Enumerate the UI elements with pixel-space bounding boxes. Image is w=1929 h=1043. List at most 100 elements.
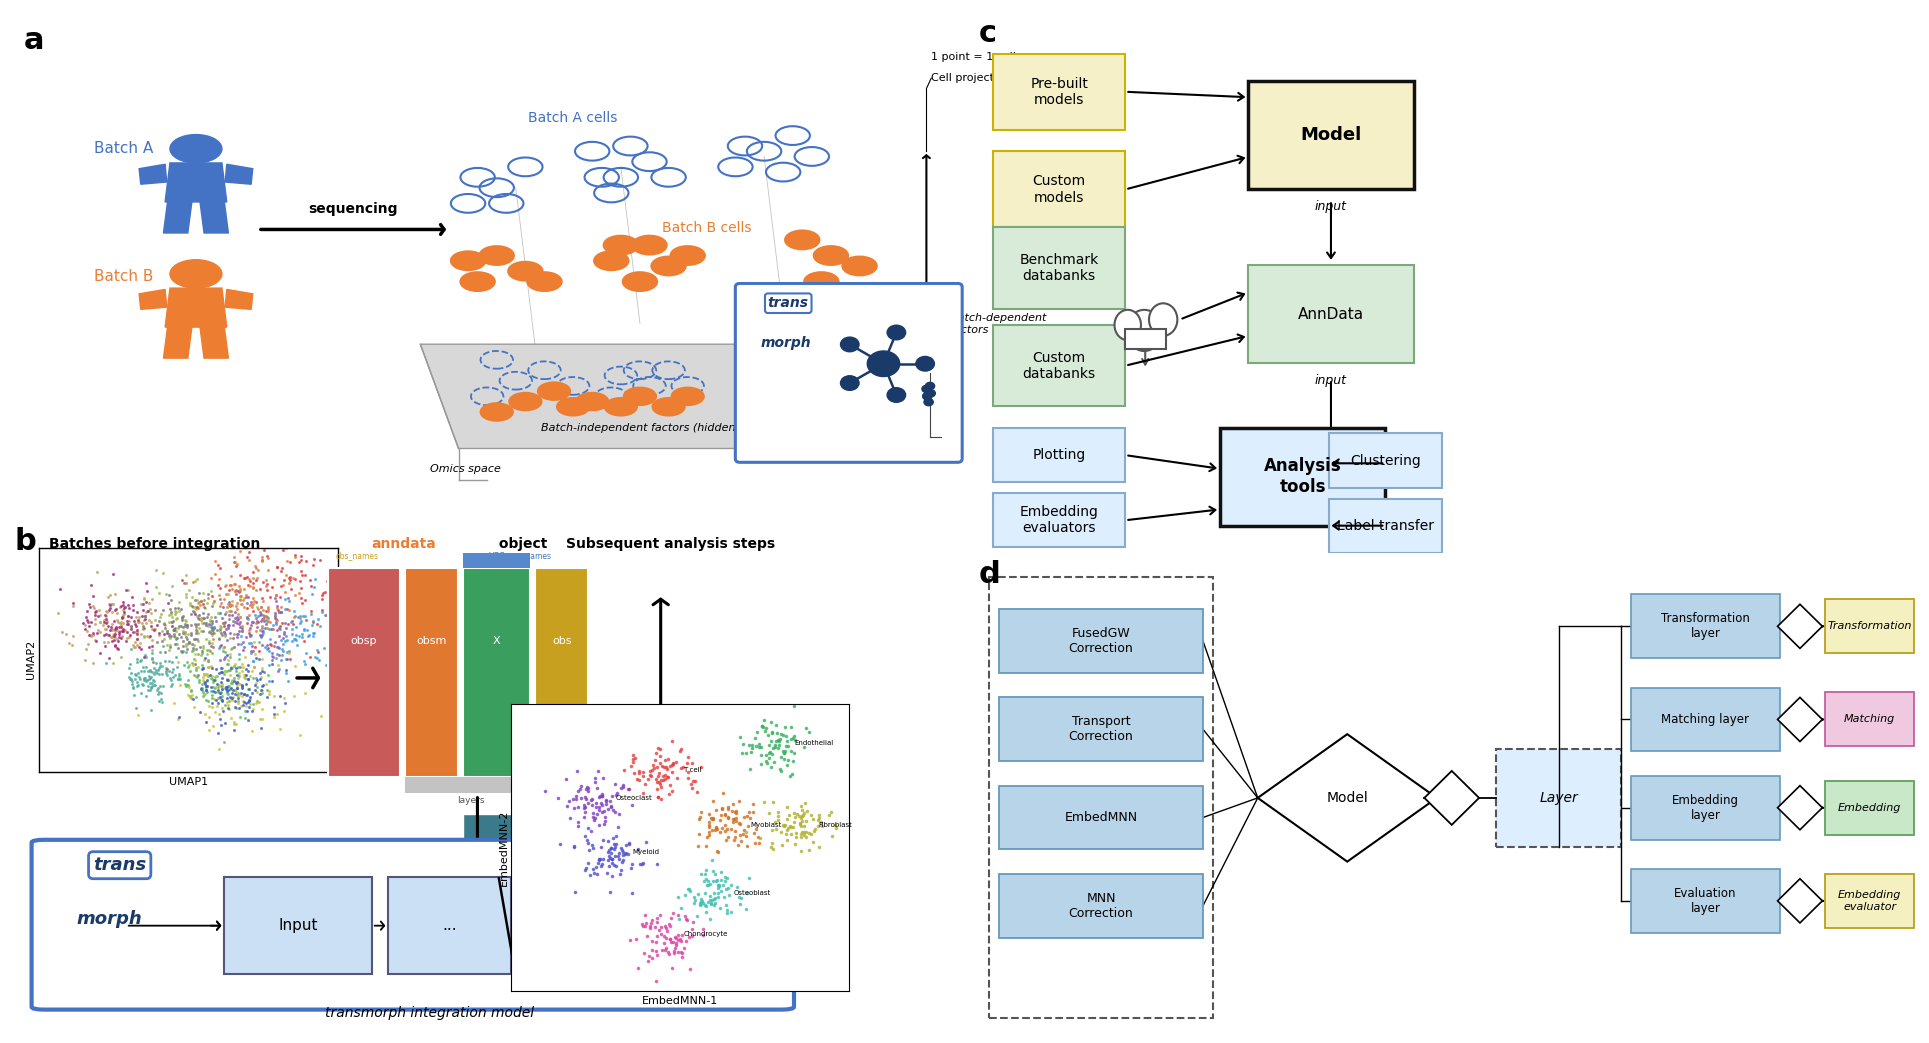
Point xyxy=(204,660,235,677)
Point xyxy=(666,741,696,757)
Point xyxy=(100,605,131,622)
Point xyxy=(596,850,627,867)
Point xyxy=(637,912,667,928)
Point xyxy=(93,634,123,651)
Point xyxy=(133,629,164,646)
Point xyxy=(237,670,268,686)
Point xyxy=(583,801,613,818)
Point xyxy=(179,618,210,635)
Point xyxy=(675,776,706,793)
Point xyxy=(131,603,162,620)
Point xyxy=(600,839,631,855)
Point xyxy=(214,593,245,610)
Point xyxy=(228,622,258,638)
Point xyxy=(725,728,756,745)
Point xyxy=(615,931,646,948)
Point xyxy=(731,745,762,761)
Point xyxy=(289,591,320,608)
Point xyxy=(199,592,230,609)
Point xyxy=(199,566,230,583)
Point xyxy=(106,630,137,647)
Point xyxy=(108,621,139,637)
Point xyxy=(166,610,197,627)
Point xyxy=(228,641,258,658)
Point xyxy=(135,675,166,692)
Point xyxy=(743,828,774,845)
Point xyxy=(266,614,297,631)
Point xyxy=(588,803,619,820)
Point xyxy=(118,602,149,618)
Point xyxy=(224,668,255,684)
Point xyxy=(131,628,162,645)
Point xyxy=(654,930,685,947)
Point xyxy=(145,684,176,701)
Point xyxy=(600,787,631,804)
Point xyxy=(245,604,276,621)
Point xyxy=(42,605,73,622)
Point xyxy=(706,806,737,823)
Point xyxy=(700,819,731,835)
Point xyxy=(226,587,257,604)
Point xyxy=(752,755,783,772)
Point xyxy=(245,605,276,622)
Point xyxy=(662,935,693,951)
Point xyxy=(189,685,220,702)
Point xyxy=(135,681,166,698)
Point xyxy=(77,588,108,605)
Point xyxy=(127,602,158,618)
Point xyxy=(174,662,204,679)
Point xyxy=(147,623,177,639)
Point xyxy=(206,717,237,733)
Point xyxy=(147,694,177,710)
Point xyxy=(233,671,264,687)
Point xyxy=(156,663,187,680)
Point xyxy=(295,602,326,618)
Point xyxy=(216,581,247,598)
Point xyxy=(694,892,725,908)
Point xyxy=(216,577,247,593)
Text: Benchmark
databanks: Benchmark databanks xyxy=(1020,253,1100,283)
Point xyxy=(247,607,278,624)
Point xyxy=(584,790,615,806)
Point xyxy=(122,630,152,647)
Circle shape xyxy=(824,404,856,421)
Point xyxy=(592,800,623,817)
Point xyxy=(623,772,654,789)
Text: X: X xyxy=(494,636,500,647)
Point xyxy=(606,780,637,797)
Point xyxy=(177,631,208,648)
Point xyxy=(280,608,311,625)
Point xyxy=(206,681,237,698)
Point xyxy=(214,678,245,695)
Point xyxy=(139,653,170,670)
Point xyxy=(206,670,237,686)
Point xyxy=(644,748,675,765)
Point xyxy=(648,935,679,951)
Point xyxy=(662,944,693,961)
Point xyxy=(91,602,122,618)
Point xyxy=(93,613,123,630)
Point xyxy=(596,840,627,856)
Point xyxy=(785,815,816,831)
Point xyxy=(247,659,278,676)
Point xyxy=(228,697,258,713)
Point xyxy=(650,940,681,956)
Point xyxy=(237,652,268,669)
Point xyxy=(172,640,203,657)
Point xyxy=(307,601,338,617)
Point xyxy=(284,727,314,744)
Point xyxy=(625,855,656,872)
Point xyxy=(220,662,251,679)
Point xyxy=(181,668,212,684)
Point xyxy=(264,721,295,737)
Point xyxy=(145,693,176,709)
Point xyxy=(222,614,253,631)
Point xyxy=(799,823,829,840)
Point xyxy=(235,688,266,705)
Point xyxy=(135,661,166,678)
Point xyxy=(46,624,77,640)
Point xyxy=(193,653,224,670)
Point xyxy=(102,631,133,648)
Text: varp: varp xyxy=(486,918,507,928)
Text: input: input xyxy=(1316,373,1346,387)
